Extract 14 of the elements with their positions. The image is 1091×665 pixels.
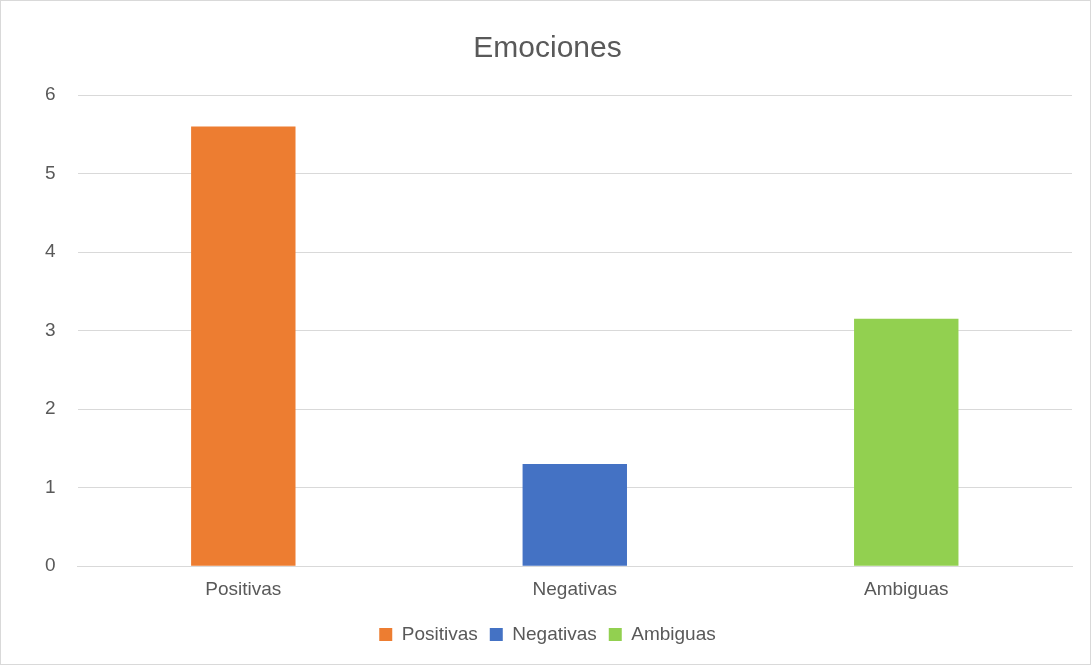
x-tick-label: Ambiguas — [864, 577, 949, 599]
y-tick-label: 4 — [44, 240, 56, 262]
y-tick-label: 6 — [44, 83, 56, 105]
legend-label: Negativas — [512, 622, 597, 644]
y-tick-label: 1 — [44, 475, 56, 497]
y-tick-label: 5 — [44, 161, 56, 183]
x-tick-label: Positivas — [205, 577, 282, 599]
legend-label: Ambiguas — [631, 622, 716, 644]
y-tick-label: 2 — [44, 397, 56, 419]
y-tick-label: 3 — [44, 318, 56, 340]
legend-label: Positivas — [401, 622, 478, 644]
chart-title: Emociones — [473, 30, 622, 64]
x-tick-label: Negativas — [532, 577, 618, 599]
y-tick-label: 0 — [44, 554, 56, 576]
